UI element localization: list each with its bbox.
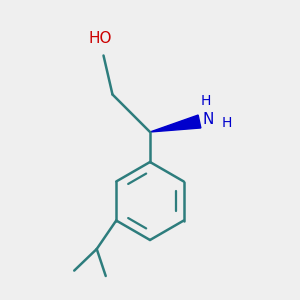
Text: N: N (202, 112, 214, 128)
Text: H: H (201, 94, 211, 108)
Text: HO: HO (89, 31, 112, 46)
Polygon shape (150, 115, 201, 132)
Text: H: H (222, 116, 232, 130)
